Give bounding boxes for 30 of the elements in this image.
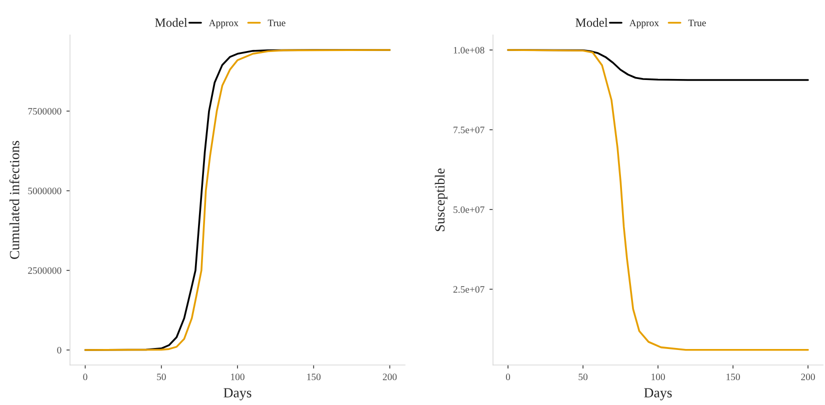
- y-tick-label: 2.5e+07: [453, 286, 484, 293]
- legend-label: True: [268, 20, 286, 26]
- x-tick-label: 50: [157, 374, 166, 380]
- x-tick-label: 150: [726, 374, 740, 380]
- x-tick-label: 0: [506, 374, 510, 380]
- y-axis-title: Cumulated infections: [9, 140, 20, 260]
- x-tick-label: 50: [578, 374, 588, 380]
- y-tick-label: 7500000: [28, 108, 62, 115]
- y-tick-label: 2500000: [28, 267, 62, 274]
- x-tick-label: 0: [83, 374, 88, 380]
- x-tick-label: 100: [652, 374, 665, 380]
- x-tick-label: 200: [382, 374, 397, 380]
- y-tick-label: 1.0e+08: [454, 46, 484, 54]
- x-axis-title: Days: [224, 388, 252, 400]
- line-series: [507, 49, 809, 351]
- x-tick-label: 150: [307, 374, 321, 380]
- x-tick-label: 100: [231, 374, 244, 380]
- y-axis-title: Susceptible: [434, 168, 448, 232]
- y-tick-label: 7.5e+07: [454, 126, 484, 134]
- legend-label: Approx: [629, 20, 659, 28]
- x-axis-title: Days: [644, 388, 672, 400]
- legend-label: Approx: [208, 20, 238, 28]
- legend-label: True: [688, 20, 706, 26]
- y-tick-label: 5000000: [28, 188, 62, 194]
- legend-title: Model: [155, 18, 188, 27]
- legend-title: Model: [576, 18, 608, 27]
- y-tick-label: 5.0e+07: [454, 206, 484, 213]
- x-tick-label: 200: [801, 374, 815, 380]
- line-series: [84, 49, 391, 351]
- y-tick-label: 0: [57, 346, 62, 354]
